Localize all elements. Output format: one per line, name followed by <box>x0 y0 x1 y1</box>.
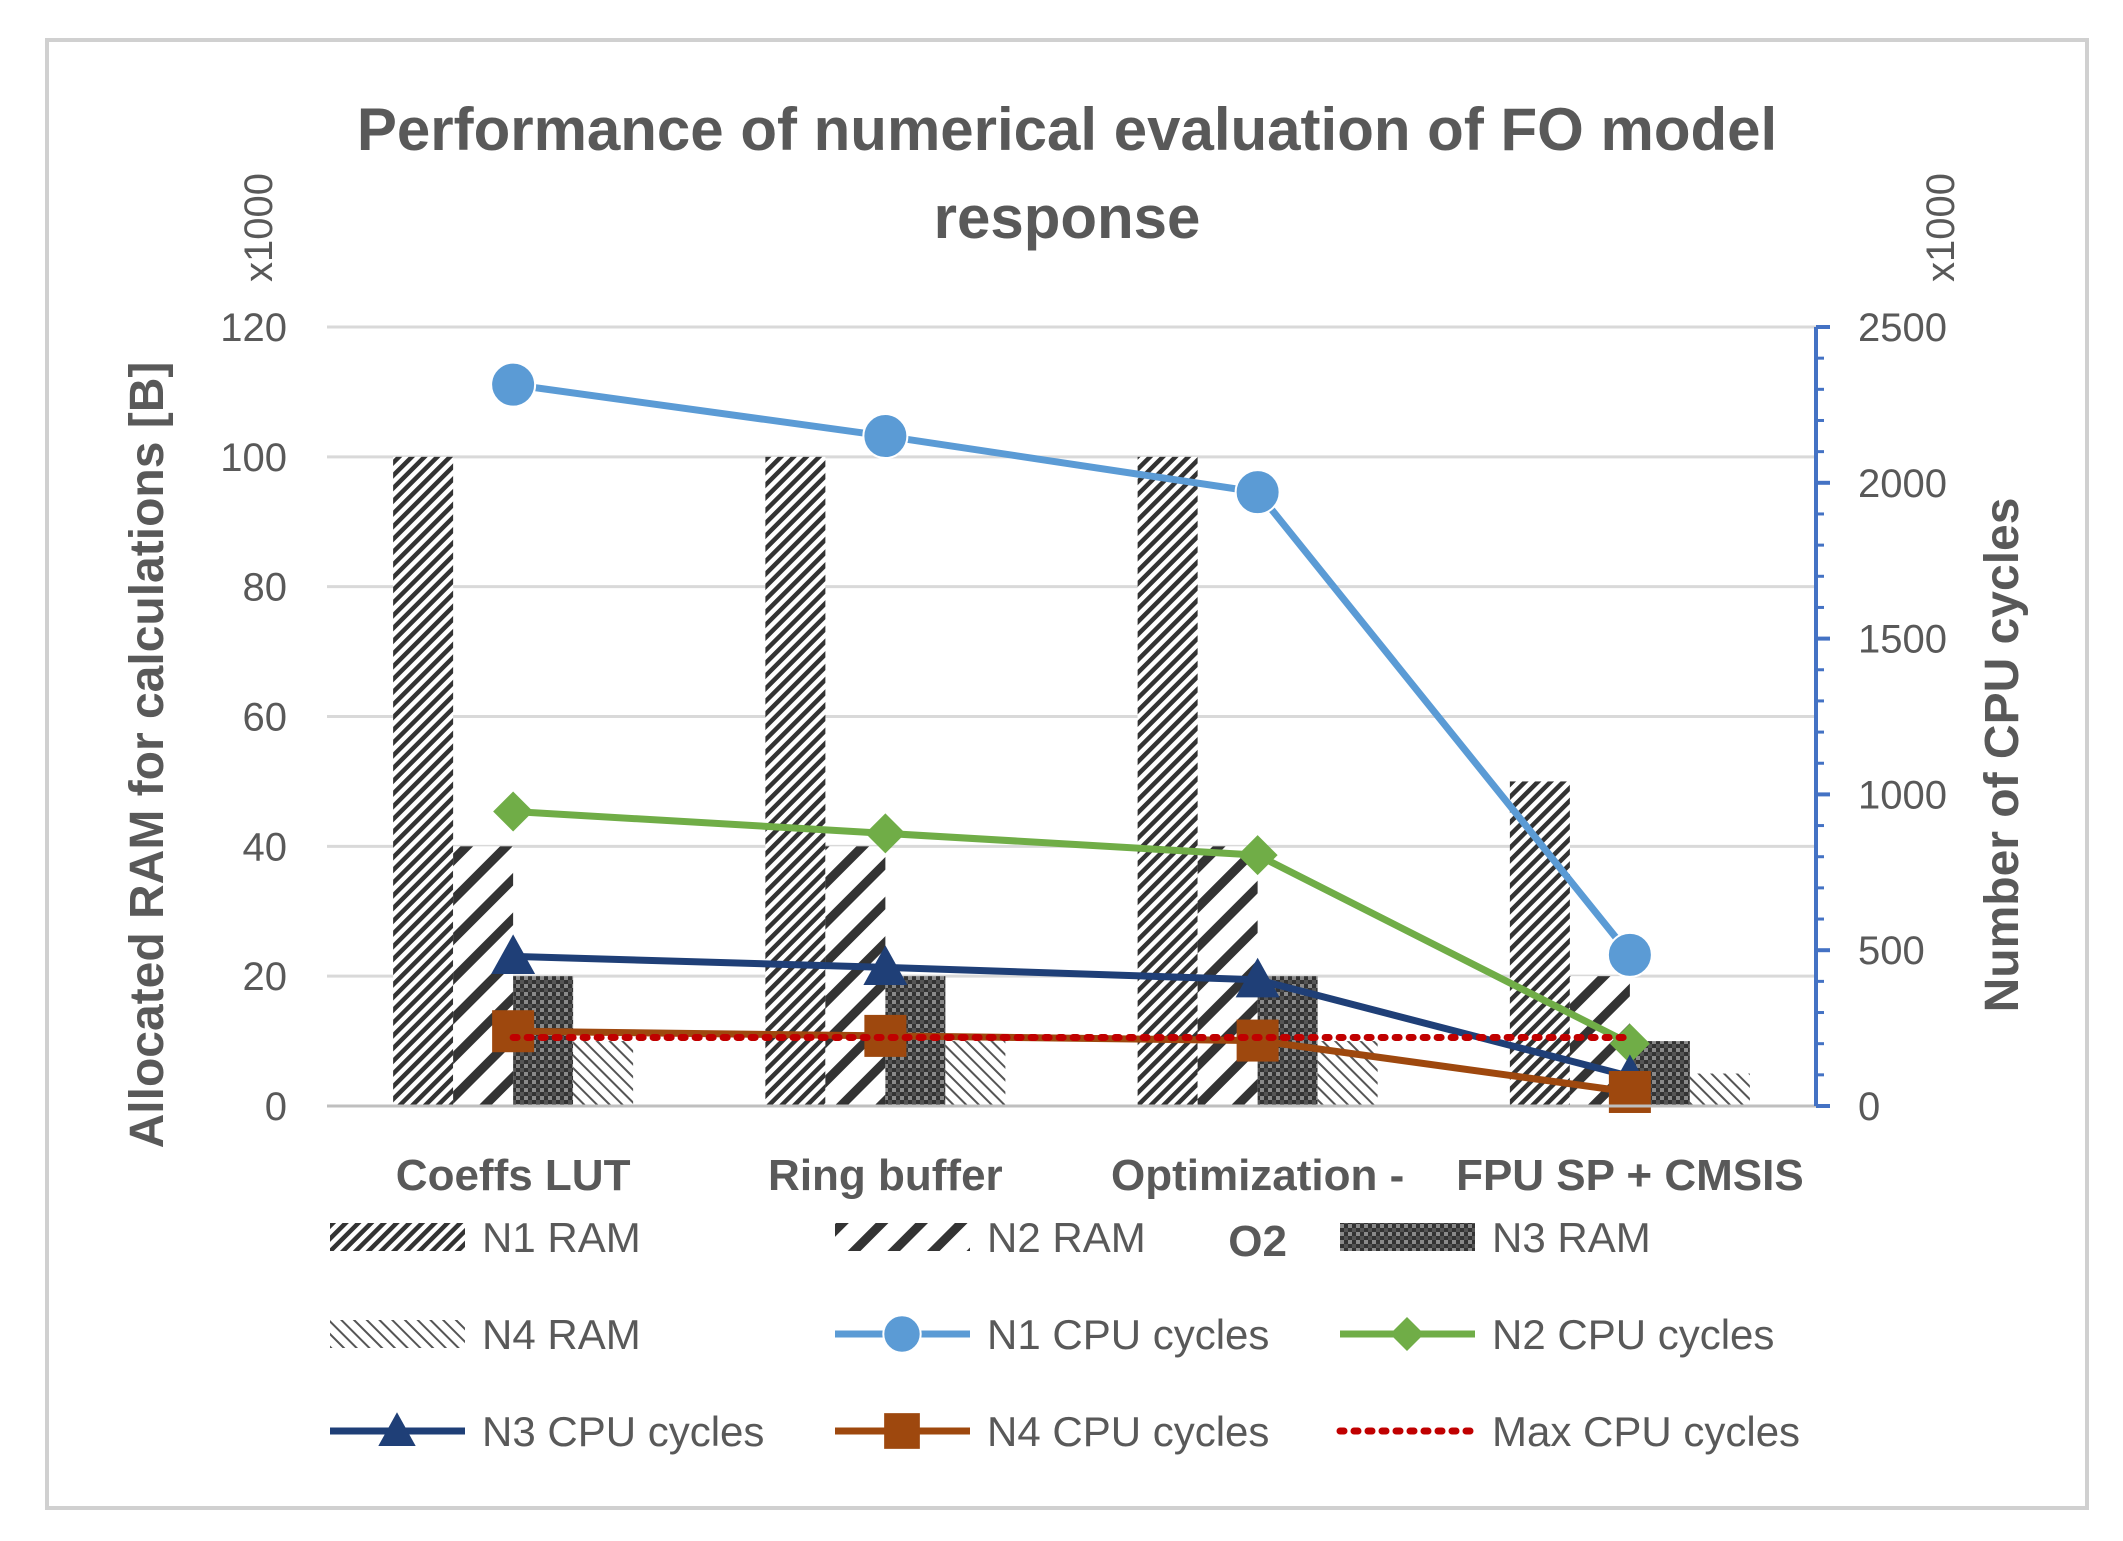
point-n3-cpu-cycles <box>1235 957 1280 998</box>
legend-label: N1 CPU cycles <box>987 1311 1269 1358</box>
bar-n2-ram <box>453 846 514 1106</box>
legend-label: N4 RAM <box>482 1311 641 1358</box>
line-n1-cpu-cycles <box>512 381 1633 958</box>
right-axis-title: Number of CPU cycles <box>1976 498 2029 1013</box>
point-n2-cpu-cycles <box>1237 835 1278 876</box>
left-tick-label: 0 <box>265 1085 287 1129</box>
legend: N1 RAM N2 RAM N3 RAM N4 RAM N1 CPU cycles N2 … <box>330 1214 1800 1455</box>
legend-item-n2-cpu-cycles: N2 CPU cycles <box>1340 1311 1774 1358</box>
legend-marker <box>1390 1317 1424 1351</box>
chart-title-line-1: Performance of numerical evaluation of F… <box>357 96 1777 163</box>
legend-swatch <box>330 1223 465 1251</box>
point-n3-cpu-cycles <box>491 934 536 975</box>
point-n2-cpu-cycles <box>865 813 906 854</box>
bar-n4-ram <box>573 1041 634 1106</box>
point-n1-cpu-cycles <box>862 413 909 460</box>
legend-marker <box>884 1413 920 1449</box>
line-n2-cpu-cycles <box>512 808 1632 1047</box>
legend-label: N2 RAM <box>987 1214 1146 1261</box>
bar-n1-ram <box>1137 456 1198 1106</box>
left-tick-label: 80 <box>243 566 288 610</box>
legend-item-n1-ram: N1 RAM <box>330 1214 641 1261</box>
legend-label: N3 RAM <box>1492 1214 1651 1261</box>
chart-frame <box>45 38 2089 1510</box>
left-tick-label: 40 <box>243 825 288 869</box>
legend-marker <box>882 1314 922 1354</box>
legend-item-n1-cpu-cycles: N1 CPU cycles <box>835 1311 1269 1358</box>
right-tick-label: 1500 <box>1858 618 1947 662</box>
legend-item-n2-ram: N2 RAM <box>835 1214 1146 1261</box>
lines <box>490 361 1653 1113</box>
category-label: FPU SP + CMSIS <box>1456 1151 1804 1200</box>
legend-label: N4 CPU cycles <box>987 1408 1269 1455</box>
category-label: Optimization - <box>1111 1151 1404 1200</box>
legend-item-max-cpu-cycles: Max CPU cycles <box>1336 1408 1800 1455</box>
bar-n1-ram <box>765 456 826 1106</box>
legend-item-n3-cpu-cycles: N3 CPU cycles <box>330 1408 764 1455</box>
legend-item-n3-ram: N3 RAM <box>1340 1214 1651 1261</box>
right-tick-label: 2000 <box>1858 462 1947 506</box>
right-axis-multiplier: x1000 <box>1919 173 1963 282</box>
right-tick-label: 2500 <box>1858 306 1947 350</box>
legend-label: Max CPU cycles <box>1492 1408 1800 1455</box>
point-n1-cpu-cycles <box>1234 469 1281 516</box>
category-label: Ring buffer <box>768 1151 1003 1200</box>
legend-item-n4-cpu-cycles: N4 CPU cycles <box>835 1408 1269 1455</box>
legend-label: N2 CPU cycles <box>1492 1311 1774 1358</box>
point-n3-cpu-cycles <box>863 945 908 985</box>
legend-swatch <box>1340 1223 1475 1251</box>
point-n1-cpu-cycles <box>490 361 537 408</box>
point-n1-cpu-cycles <box>1606 931 1653 978</box>
left-axis-title: Allocated RAM for calculations [B] <box>121 362 174 1149</box>
bar-n1-ram <box>393 456 454 1106</box>
bar-n4-ram <box>1689 1073 1750 1106</box>
left-tick-label: 100 <box>220 436 287 480</box>
left-tick-label: 60 <box>243 696 288 740</box>
bar-n4-ram <box>945 1041 1006 1106</box>
legend-marker <box>378 1412 416 1446</box>
left-tick-label: 20 <box>243 955 288 999</box>
category-label: O2 <box>1228 1217 1287 1266</box>
legend-label: N3 CPU cycles <box>482 1408 764 1455</box>
right-tick-label: 0 <box>1858 1085 1880 1129</box>
chart-title-line-2: response <box>934 184 1201 251</box>
right-tick-label: 500 <box>1858 929 1925 973</box>
legend-swatch <box>330 1320 465 1348</box>
left-tick-label: 120 <box>220 306 287 350</box>
axes: 0 20 40 60 80 100 120 0 500 1000 1500 2000 2500 Coeff… <box>220 306 1947 1266</box>
left-axis-multiplier: x1000 <box>237 173 281 282</box>
legend-label: N1 RAM <box>482 1214 641 1261</box>
legend-swatch <box>835 1223 970 1251</box>
category-label: Coeffs LUT <box>396 1151 631 1200</box>
right-tick-label: 1000 <box>1858 773 1947 817</box>
legend-item-n4-ram: N4 RAM <box>330 1311 641 1358</box>
point-n2-cpu-cycles <box>493 791 534 832</box>
